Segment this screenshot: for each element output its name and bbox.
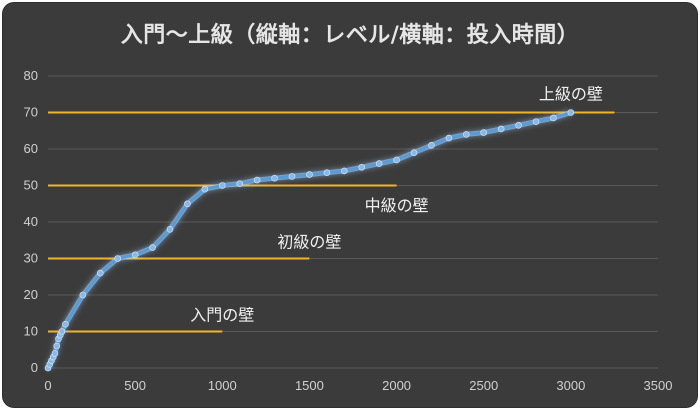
y-tick-label: 40 [24, 214, 38, 229]
chart-plot: 0 10 20 30 40 50 60 70 80 0 500 1000 1500 2000 2500 300… [24, 68, 673, 393]
data-point [218, 182, 226, 189]
data-point [149, 244, 156, 251]
data-point [53, 342, 61, 350]
data-point [410, 149, 418, 156]
wall-label: 上級の壁 [539, 85, 603, 104]
data-point [428, 142, 435, 149]
chart-title: 入門〜上級（縦軸：レベル/横軸：投入時間） [120, 23, 580, 48]
data-point [51, 350, 59, 357]
data-point [131, 251, 139, 259]
data-point [201, 185, 209, 193]
x-tick-label: 2000 [382, 378, 411, 393]
data-point [114, 255, 122, 262]
data-point [567, 109, 575, 116]
data-point [515, 121, 522, 129]
x-tick-label: 3500 [644, 378, 673, 393]
data-point [323, 169, 331, 177]
y-tick-label: 70 [24, 105, 38, 120]
data-point [236, 180, 244, 187]
y-tick-label: 0 [31, 360, 38, 375]
x-tick-label: 1500 [295, 378, 324, 393]
data-point [58, 328, 66, 335]
data-point [271, 174, 278, 182]
data-point [497, 125, 505, 133]
y-tick-label: 20 [24, 287, 38, 302]
data-point [393, 156, 400, 164]
data-point [253, 176, 261, 184]
x-tick-label: 2500 [469, 378, 498, 393]
x-tick-label: 0 [44, 378, 51, 393]
y-tick-label: 30 [24, 251, 38, 266]
y-tick-label: 80 [24, 68, 38, 83]
y-tick-label: 50 [24, 178, 38, 193]
data-point [550, 114, 557, 122]
x-tick-label: 3000 [556, 378, 585, 393]
data-point [306, 171, 313, 178]
y-tick-label: 10 [24, 324, 38, 339]
data-point [62, 320, 69, 328]
wall-label: 中級の壁 [365, 196, 429, 215]
x-tick-label: 500 [124, 378, 146, 393]
data-point [166, 226, 174, 233]
data-point [340, 167, 348, 175]
data-point [480, 129, 488, 136]
data-point [96, 269, 104, 277]
data-point [358, 163, 366, 171]
data-point [462, 131, 470, 138]
data-point [375, 160, 383, 167]
data-point [79, 291, 87, 299]
x-tick-label: 1000 [208, 378, 237, 393]
data-point [288, 173, 296, 180]
data-point [532, 118, 540, 125]
wall-label: 初級の壁 [277, 233, 341, 252]
data-point [184, 200, 191, 208]
wall-label: 入門の壁 [190, 306, 254, 325]
data-point [445, 134, 453, 142]
y-tick-label: 60 [24, 141, 38, 156]
